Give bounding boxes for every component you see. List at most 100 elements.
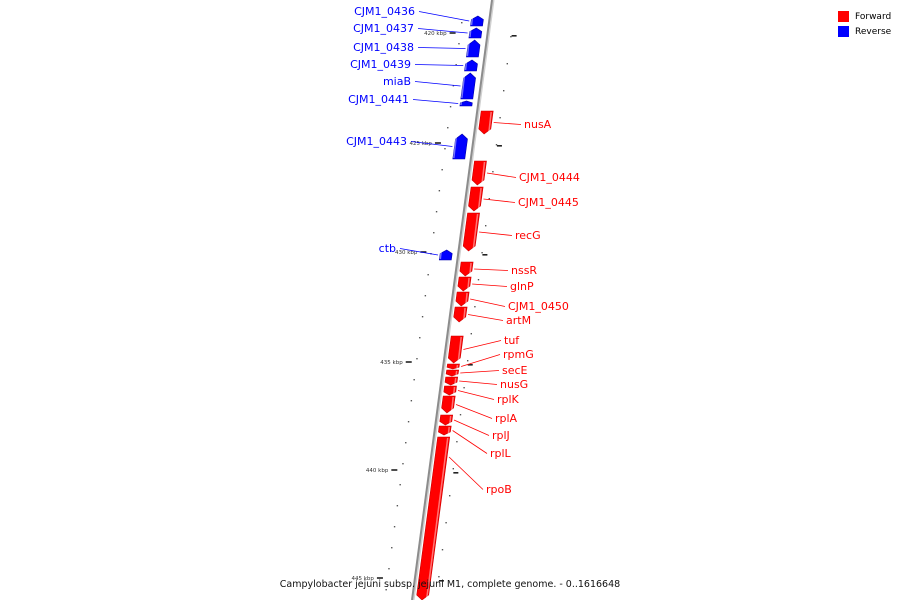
minor-tick-dot <box>399 484 401 486</box>
gene-label-rplJ[interactable]: rplJ <box>492 429 510 442</box>
gene-arrow-nssR[interactable] <box>459 261 474 277</box>
gene-arrow-glnP[interactable] <box>457 276 472 292</box>
gene-connector <box>448 456 484 490</box>
gene-arrow-CJM1_0441[interactable] <box>459 100 473 107</box>
gene-label-artM[interactable]: artM <box>506 314 531 327</box>
gene-label-tuf[interactable]: tuf <box>504 334 520 347</box>
minor-tick-dot <box>444 148 446 150</box>
gene-highlight <box>472 213 479 251</box>
minor-tick-dot <box>463 387 465 389</box>
gene-label-CJM1_0444[interactable]: CJM1_0444 <box>519 171 580 184</box>
gene-label-ctb[interactable]: ctb <box>379 242 396 255</box>
gene-label-CJM1_0443[interactable]: CJM1_0443 <box>346 135 407 148</box>
gene-arrow-rplL[interactable] <box>438 425 452 436</box>
gene-highlight <box>454 377 457 385</box>
gene-arrow-secE[interactable] <box>445 369 460 377</box>
gene-label-recG[interactable]: recG <box>515 229 541 242</box>
gene-features <box>416 15 494 600</box>
gene-label-nssR[interactable]: nssR <box>511 264 537 277</box>
gene-arrow-CJM1_0443[interactable] <box>452 133 468 160</box>
gene-label-CJM1_0437[interactable]: CJM1_0437 <box>353 22 414 35</box>
gene-arrow-ctb[interactable] <box>438 249 453 261</box>
gene-label-nusA[interactable]: nusA <box>524 118 552 131</box>
minor-tick-dot <box>455 64 457 66</box>
minor-tick-dot <box>452 85 455 87</box>
minor-tick-dot <box>445 522 447 524</box>
gene-arrow-recG[interactable] <box>462 212 480 252</box>
minor-tick-dot <box>459 414 462 416</box>
gene-label-secE[interactable]: secE <box>502 364 528 377</box>
gene-arrow-CJM1_0439[interactable] <box>464 59 478 72</box>
minor-tick-dot <box>499 117 501 119</box>
gene-highlight <box>457 336 462 363</box>
minor-tick-dot <box>510 36 512 38</box>
minor-tick-dot <box>452 468 454 470</box>
gene-label-nusG[interactable]: nusG <box>500 378 528 391</box>
gene-arrow-CJM1_0450[interactable] <box>455 291 470 307</box>
gene-arrow-nusA[interactable] <box>478 110 494 135</box>
minor-tick-dot <box>421 316 424 318</box>
gene-label-CJM1_0450[interactable]: CJM1_0450 <box>508 300 569 313</box>
gene-arrow-CJM1_0444[interactable] <box>471 160 487 186</box>
gene-arrow-CJM1_0438[interactable] <box>466 39 481 58</box>
gene-connector <box>455 404 493 419</box>
gene-highlight <box>467 277 470 291</box>
gene-arrow-rplA[interactable] <box>441 395 456 414</box>
gene-arrow-CJM1_0436[interactable] <box>470 15 484 27</box>
gene-label-CJM1_0438[interactable]: CJM1_0438 <box>353 41 414 54</box>
major-tick-dash <box>453 472 459 474</box>
gene-highlight <box>449 415 452 425</box>
gene-arrow-artM[interactable] <box>453 306 468 323</box>
minor-tick-dot <box>413 379 415 381</box>
gene-arrow-tuf[interactable] <box>447 335 464 364</box>
minor-tick-dot <box>470 333 472 335</box>
minor-tick-dot <box>477 279 480 281</box>
gene-highlight <box>464 60 468 71</box>
gene-label-CJM1_0445[interactable]: CJM1_0445 <box>518 196 579 209</box>
gene-connector <box>467 314 504 321</box>
gene-label-CJM1_0441[interactable]: CJM1_0441 <box>348 93 409 106</box>
gene-arrow-rpoB[interactable] <box>416 436 451 600</box>
gene-highlight <box>447 426 450 435</box>
gene-label-rplK[interactable]: rplK <box>497 393 520 406</box>
gene-arrow-CJM1_0437[interactable] <box>468 27 483 39</box>
gene-highlight <box>466 40 470 57</box>
gene-arrow-rpmG[interactable] <box>446 363 460 370</box>
gene-highlight <box>425 437 449 600</box>
gene-connector <box>479 231 513 236</box>
minor-tick-dot <box>461 22 463 24</box>
minor-tick-dot <box>488 198 490 200</box>
minor-tick-dot <box>438 576 440 578</box>
minor-tick-dot <box>419 337 421 339</box>
minor-tick-dot <box>391 547 393 549</box>
gene-arrow-rplJ[interactable] <box>439 414 454 426</box>
gene-label-rpoB[interactable]: rpoB <box>486 483 512 496</box>
minor-tick-dot <box>433 232 435 234</box>
gene-label-rplL[interactable]: rplL <box>490 447 512 460</box>
legend-item-forward[interactable]: Forward <box>838 9 891 24</box>
gene-arrow-nusG[interactable] <box>444 376 459 386</box>
tick-marks: 420 kbp 425 kbp 430 kbp 435 kbp 440 kbp 445 k… <box>352 22 517 591</box>
gene-arrow-CJM1_0445[interactable] <box>468 186 484 212</box>
gene-label-glnP[interactable]: glnP <box>510 280 534 293</box>
minor-tick-dot <box>495 144 498 146</box>
gene-connector <box>414 81 461 87</box>
tick-label: 425 kbp <box>410 141 433 147</box>
tick-label: 440 kbp <box>366 468 389 474</box>
gene-connector <box>470 298 506 307</box>
gene-label-rpmG[interactable]: rpmG <box>503 348 534 361</box>
gene-connector <box>472 283 508 287</box>
gene-label-miaB[interactable]: miaB <box>383 75 411 88</box>
gene-connector <box>452 430 488 454</box>
legend-item-reverse[interactable]: Reverse <box>838 24 891 39</box>
gene-arrow-miaB[interactable] <box>460 72 476 100</box>
major-tick-dash <box>438 580 444 582</box>
minor-tick-dot <box>467 360 469 362</box>
gene-arrow-rplK[interactable] <box>443 385 457 396</box>
gene-label-CJM1_0439[interactable]: CJM1_0439 <box>350 58 411 71</box>
gene-labels: CJM1_0436 CJM1_0437 CJM1_0438 CJM1_0439 miaB… <box>346 5 580 496</box>
gene-label-rplA[interactable]: rplA <box>495 412 518 425</box>
major-tick-dash <box>482 254 488 256</box>
minor-tick-dot <box>393 526 396 528</box>
gene-label-CJM1_0436[interactable]: CJM1_0436 <box>354 5 415 18</box>
